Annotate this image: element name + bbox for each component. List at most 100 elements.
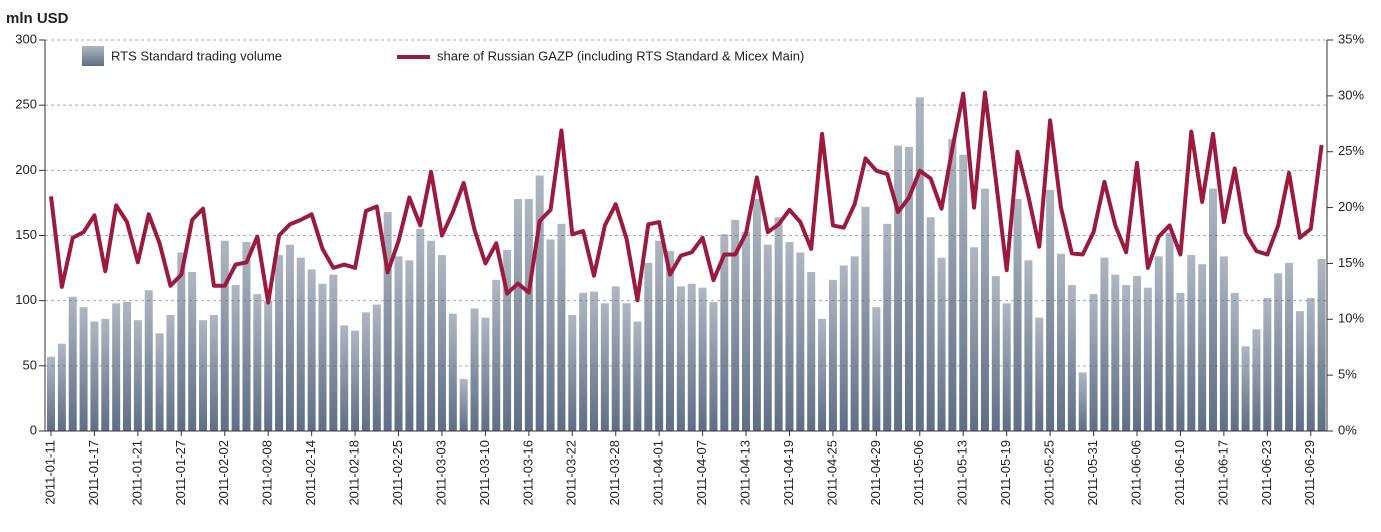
- bar: [904, 146, 913, 431]
- bar: [1035, 317, 1044, 431]
- bar: [850, 256, 859, 431]
- bar: [1078, 372, 1087, 431]
- bar: [177, 252, 186, 431]
- x-tick-label: 2011-05-06: [911, 440, 926, 506]
- line: [49, 90, 1324, 305]
- x-tick-label: 2011-02-02: [216, 440, 231, 506]
- bar: [1133, 275, 1141, 431]
- bar: [329, 274, 338, 431]
- x-tick-label: 2011-06-06: [1128, 440, 1143, 506]
- bar: [959, 154, 968, 431]
- bar: [742, 231, 751, 431]
- bar: [763, 244, 772, 431]
- bar: [427, 240, 436, 431]
- bar: [720, 234, 729, 431]
- bar: [47, 356, 55, 431]
- bar: [448, 313, 457, 431]
- bar: [926, 217, 935, 431]
- bar: [405, 260, 414, 431]
- bar: [568, 315, 577, 431]
- bar: [600, 303, 609, 431]
- bar: [144, 290, 153, 431]
- y2-tick-label: 5%: [1338, 367, 1357, 382]
- bar: [980, 188, 989, 431]
- bar: [752, 199, 761, 431]
- bar: [1143, 287, 1152, 431]
- bar: [123, 301, 132, 431]
- y2-tick-label: 30%: [1338, 87, 1364, 102]
- bar: [557, 223, 566, 431]
- y2-tick-label: 25%: [1338, 143, 1364, 158]
- bar: [1274, 273, 1283, 431]
- bar: [818, 318, 827, 431]
- bar: [1013, 199, 1022, 431]
- bar: [731, 219, 740, 431]
- x-tick-label: 2011-06-23: [1259, 440, 1274, 506]
- y2-tick-label: 15%: [1338, 255, 1364, 270]
- bar: [1198, 264, 1207, 431]
- bar: [579, 292, 588, 431]
- x-tick-label: 2011-01-27: [173, 440, 188, 506]
- bar: [101, 318, 110, 431]
- bar: [807, 271, 816, 431]
- bar: [1111, 274, 1120, 431]
- bar: [307, 269, 316, 431]
- bar: [1122, 285, 1131, 431]
- bar: [481, 317, 490, 431]
- bar: [1219, 256, 1228, 431]
- x-tick-label: 2011-03-10: [477, 440, 492, 506]
- bar: [133, 320, 142, 431]
- bar: [709, 301, 718, 431]
- bar: [666, 251, 675, 431]
- bar: [416, 228, 425, 431]
- bar: [513, 199, 522, 431]
- bar: [1046, 189, 1055, 431]
- y2-tick-label: 35%: [1338, 31, 1364, 46]
- bar: [915, 97, 924, 431]
- y-tick-label: 250: [15, 97, 37, 112]
- bar: [1024, 260, 1033, 431]
- bar: [372, 304, 381, 431]
- bar: [611, 286, 620, 431]
- x-tick-label: 2011-05-19: [998, 440, 1013, 506]
- y-tick-label: 0: [30, 422, 37, 437]
- bar: [1089, 294, 1098, 431]
- y2-tick-label: 0%: [1338, 422, 1357, 437]
- bar: [166, 315, 175, 431]
- x-tick-label: 2011-06-17: [1215, 440, 1230, 506]
- x-tick-label: 2011-01-11: [42, 440, 57, 505]
- x-tick-label: 2011-04-19: [781, 440, 796, 506]
- bar: [209, 315, 218, 431]
- bar: [57, 343, 66, 431]
- bar: [1067, 285, 1076, 431]
- bar: [622, 303, 631, 431]
- bar: [155, 333, 164, 431]
- bar: [503, 249, 512, 431]
- bar: [948, 139, 957, 431]
- bar: [1056, 253, 1065, 431]
- bar: [546, 239, 555, 431]
- bar: [698, 287, 707, 431]
- bar: [883, 223, 892, 431]
- x-tick-label: 2011-03-03: [433, 440, 448, 506]
- bar: [1285, 262, 1294, 431]
- bar: [796, 252, 805, 431]
- bar: [242, 242, 251, 431]
- bar: [79, 307, 88, 431]
- bar: [1187, 255, 1196, 431]
- bar: [285, 244, 294, 431]
- bar: [253, 294, 262, 431]
- bar: [861, 206, 870, 431]
- bar: [774, 217, 783, 431]
- bar: [492, 279, 501, 431]
- x-tick-label: 2011-02-08: [260, 440, 275, 506]
- x-tick-label: 2011-04-29: [868, 440, 883, 506]
- bar: [264, 300, 273, 431]
- bar: [383, 212, 392, 431]
- bar: [394, 256, 403, 431]
- x-tick-label: 2011-03-22: [564, 440, 579, 506]
- bar: [437, 255, 446, 431]
- bar: [590, 291, 598, 431]
- bar: [470, 308, 479, 431]
- bar: [1306, 298, 1315, 431]
